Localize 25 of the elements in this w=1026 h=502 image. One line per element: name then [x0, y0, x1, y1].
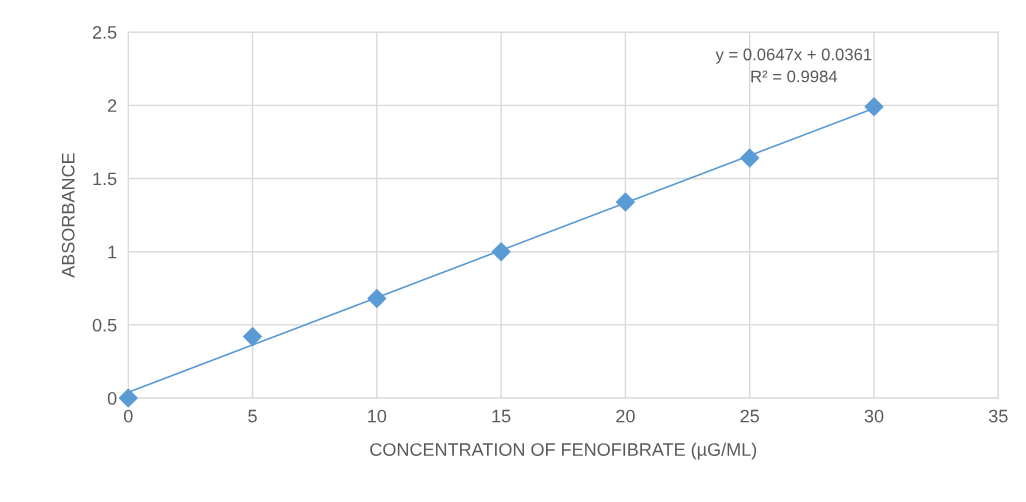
annotation: R² = 0.9984 [751, 70, 838, 83]
y-tick-label: 2 [108, 99, 117, 112]
point [740, 148, 760, 168]
x-tick-label: 5 [248, 409, 257, 423]
y-tick-label: 1.5 [93, 172, 117, 186]
y-axis-title: ABSORBANCE [61, 153, 75, 278]
point [243, 327, 263, 347]
y-tick-label: 0.5 [92, 318, 117, 332]
point [864, 97, 884, 117]
annotation: y = 0.0647x + 0.0361 [715, 48, 872, 64]
point [118, 388, 138, 408]
y-tick-label: 0 [107, 392, 117, 405]
x-tick-label: 30 [864, 409, 884, 423]
point [491, 242, 511, 262]
point [615, 192, 635, 212]
x-tick-label: 20 [616, 409, 635, 423]
y-tick-label: 1 [108, 245, 117, 259]
point [367, 289, 387, 309]
y-tick-label: 2.5 [92, 26, 117, 39]
x-tick-label: 15 [492, 409, 511, 423]
x-axis-title: CONCENTRATION OF FENOFIBRATE (µG/ML) [370, 442, 757, 460]
x-tick-label: 35 [988, 409, 1008, 423]
x-tick-label: 0 [123, 409, 133, 423]
x-tick-label: 10 [368, 409, 387, 423]
x-tick-label: 25 [740, 409, 759, 423]
